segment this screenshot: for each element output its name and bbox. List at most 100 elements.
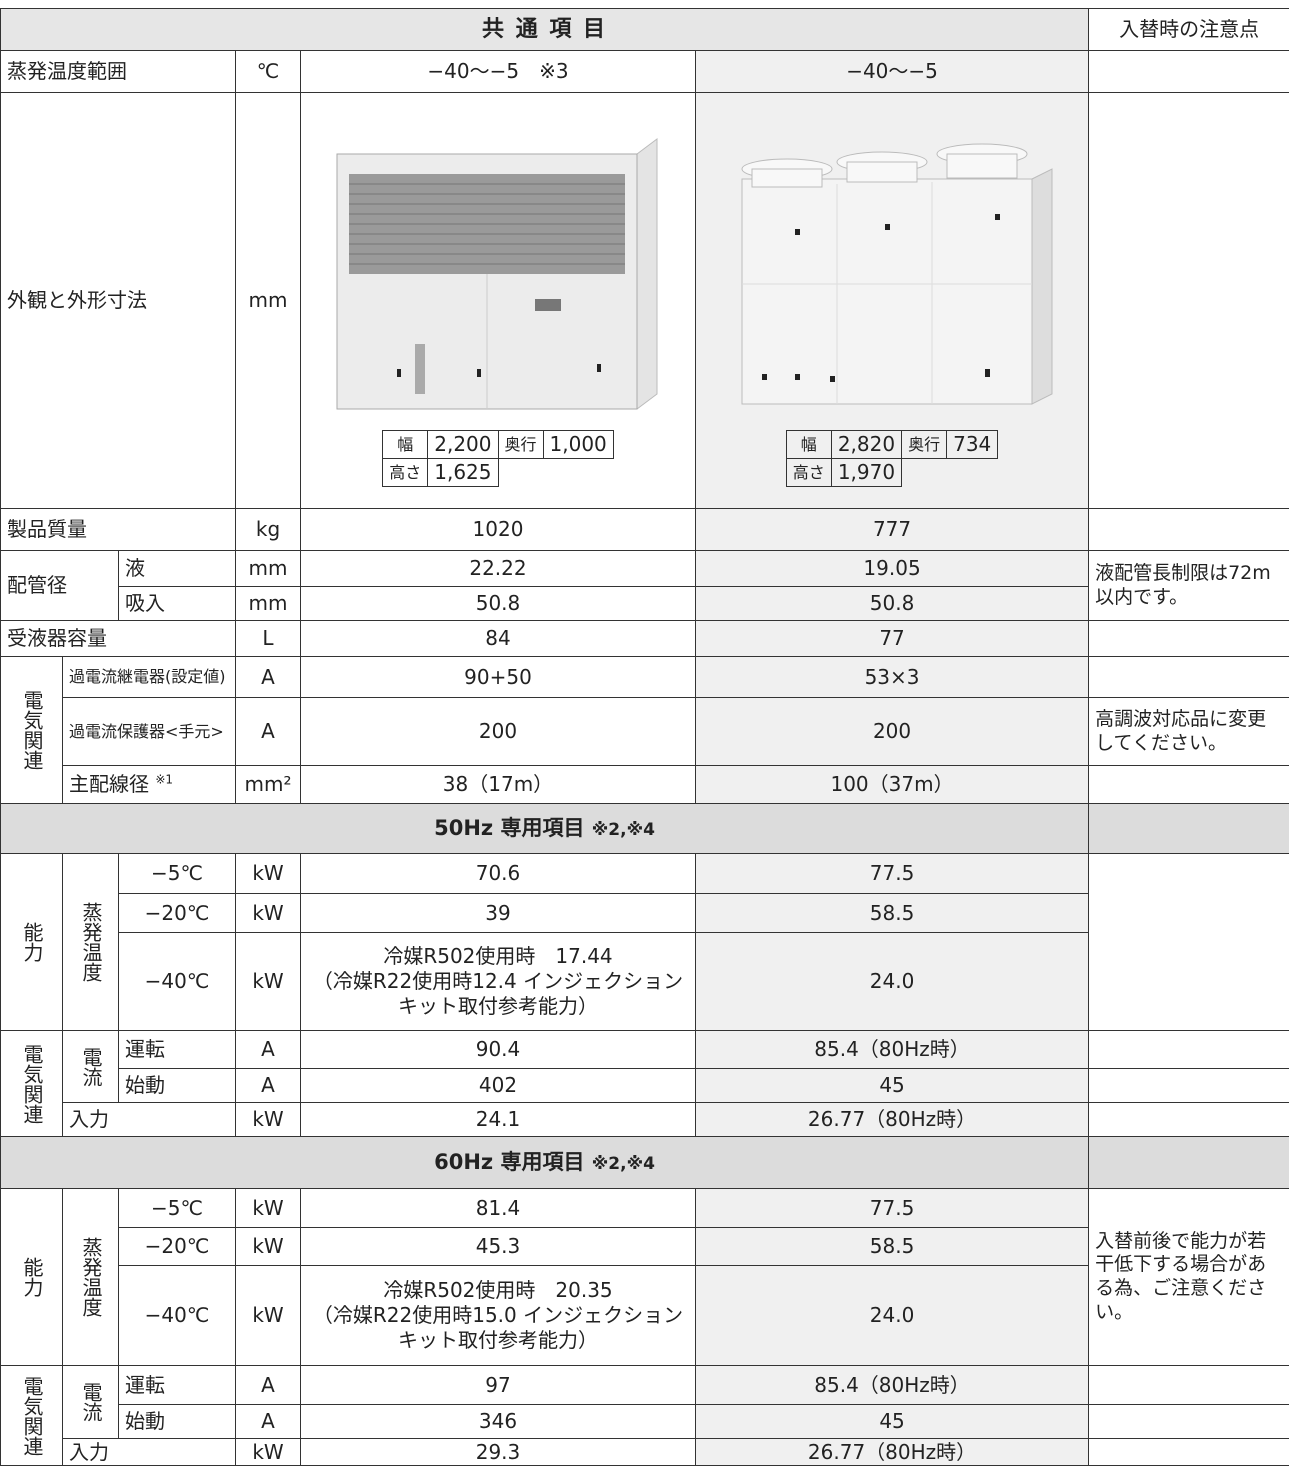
- group-label-cell: 電気関連: [1, 657, 63, 804]
- value-cell: 冷媒R502使用時 17.44（冷媒R22使用時12.4 インジェクションキット…: [301, 933, 696, 1031]
- group-label-cell: 能力: [1, 1189, 63, 1366]
- unit: kW: [236, 1266, 301, 1366]
- note: [1089, 1031, 1289, 1069]
- row-sublabel: 吸入: [119, 587, 236, 621]
- row-label: 製品質量: [1, 509, 236, 551]
- row-sublabel: −5℃: [119, 854, 236, 894]
- unit: mm: [236, 551, 301, 587]
- unit: A: [236, 698, 301, 766]
- value: 85.4（80Hz時）: [696, 1366, 1089, 1405]
- dim-value: 2,200: [428, 431, 498, 459]
- unit: A: [236, 1405, 301, 1439]
- value: −40〜−5 ※3: [301, 51, 696, 93]
- row-sublabel: 始動: [119, 1069, 236, 1103]
- value: 19.05: [696, 551, 1089, 587]
- value: 402: [301, 1069, 696, 1103]
- dim-label: 奥行: [498, 431, 543, 459]
- row-sublabel: −20℃: [119, 894, 236, 933]
- unit: kW: [236, 1103, 301, 1137]
- group-label-cell: 蒸発温度: [63, 854, 119, 1031]
- note: [1089, 93, 1289, 509]
- section-title: 50Hz 専用項目: [434, 816, 584, 840]
- group-label: 電流: [78, 1047, 103, 1087]
- dim-value: 1,970: [831, 459, 901, 487]
- value: 77.5: [696, 1189, 1089, 1228]
- note: [1089, 854, 1289, 1031]
- value: （冷媒R22使用時12.4 インジェクションキット取付参考能力）: [307, 969, 689, 1019]
- section-note: [1089, 804, 1289, 854]
- dim-label: 幅: [786, 431, 831, 459]
- value: 90+50: [301, 657, 696, 698]
- note: 入替前後で能力が若干低下する場合がある為、ご注意ください。: [1089, 1189, 1289, 1366]
- dim-label: 高さ: [383, 459, 428, 487]
- value: 58.5: [696, 894, 1089, 933]
- row-sublabel: 始動: [119, 1405, 236, 1439]
- value: 100（37m）: [696, 766, 1089, 804]
- note: [1089, 657, 1289, 698]
- unit: L: [236, 621, 301, 657]
- row-label: 過電流保護器<手元>: [63, 698, 236, 766]
- value: 200: [301, 698, 696, 766]
- row-label-cell: 主配線径 ※1: [63, 766, 236, 804]
- dim-value: 734: [947, 431, 998, 459]
- dim-label: 幅: [383, 431, 428, 459]
- value: 77.5: [696, 854, 1089, 894]
- note: [1089, 1405, 1289, 1439]
- value: 29.3: [301, 1439, 696, 1466]
- group-label-cell: 電流: [63, 1366, 119, 1439]
- group-label-cell: 能力: [1, 854, 63, 1031]
- value: 冷媒R502使用時 17.44: [307, 944, 689, 969]
- value: 70.6: [307, 861, 689, 886]
- row-label: 外観と外形寸法: [1, 93, 236, 509]
- product-image: [307, 114, 687, 424]
- row-sublabel: 運転: [119, 1031, 236, 1069]
- unit: A: [236, 657, 301, 698]
- note: [1089, 621, 1289, 657]
- unit: mm²: [236, 766, 301, 804]
- value: 200: [696, 698, 1089, 766]
- row-label: 過電流継電器(設定値): [63, 657, 236, 698]
- group-label-cell: 電気関連: [1, 1031, 63, 1137]
- value: 50.8: [696, 587, 1089, 621]
- row-label: 受液器容量: [1, 621, 236, 657]
- note: [1089, 766, 1289, 804]
- value: 84: [301, 621, 696, 657]
- table-row: 60Hz 専用項目 ※2,※4: [1, 1137, 1289, 1189]
- footnote-mark: ※1: [155, 772, 173, 786]
- table-row: 50Hz 専用項目 ※2,※4: [1, 804, 1289, 854]
- value-cell: 45.3: [301, 1228, 696, 1266]
- group-label: 電流: [78, 1382, 103, 1422]
- unit: A: [236, 1031, 301, 1069]
- unit: kW: [236, 1189, 301, 1228]
- value: 24.0: [696, 1266, 1089, 1366]
- group-label: 蒸発温度: [78, 902, 103, 982]
- row-sublabel: 運転: [119, 1366, 236, 1405]
- unit: mm: [236, 587, 301, 621]
- section-title-cell: 60Hz 専用項目 ※2,※4: [1, 1137, 1089, 1189]
- group-label: 電気関連: [19, 1376, 44, 1456]
- value: 22.22: [301, 551, 696, 587]
- unit: kg: [236, 509, 301, 551]
- row-sublabel: 液: [119, 551, 236, 587]
- unit: ℃: [236, 51, 301, 93]
- note: [1089, 509, 1289, 551]
- value: 50.8: [301, 587, 696, 621]
- row-label: 蒸発温度範囲: [1, 51, 236, 93]
- note: 高調波対応品に変更してください。: [1089, 698, 1289, 766]
- dim-value: 2,820: [831, 431, 901, 459]
- value: 81.4: [307, 1196, 689, 1221]
- section-title: 60Hz 専用項目: [434, 1150, 584, 1174]
- row-sublabel: −20℃: [119, 1228, 236, 1266]
- unit: kW: [236, 894, 301, 933]
- value: 24.1: [301, 1103, 696, 1137]
- value: 1020: [301, 509, 696, 551]
